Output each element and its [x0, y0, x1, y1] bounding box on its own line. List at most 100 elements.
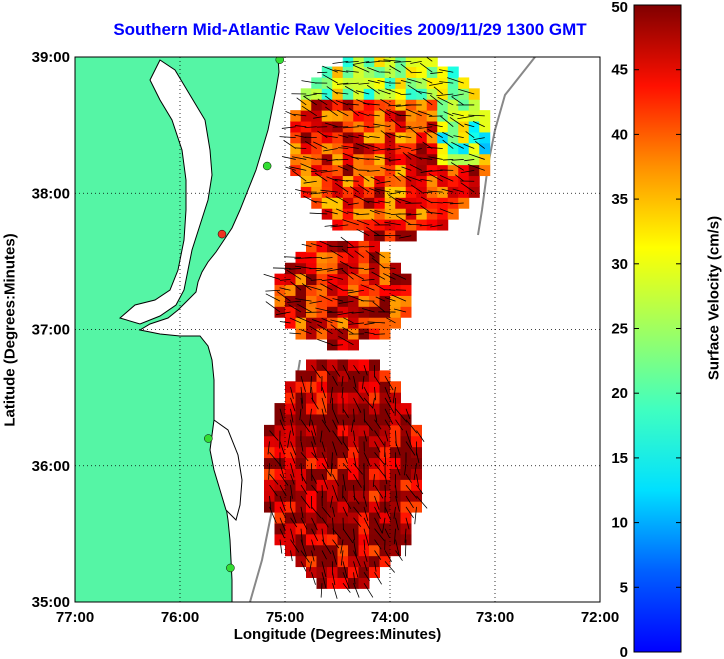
velocity-arrow	[374, 441, 381, 453]
heat-cell	[306, 435, 317, 448]
x-tick-label: 75:00	[266, 609, 304, 626]
heat-cell	[358, 381, 370, 393]
velocity-arrow	[371, 271, 386, 280]
heat-cell	[379, 273, 391, 286]
velocity-arrow	[374, 539, 382, 550]
velocity-arrow	[353, 386, 365, 402]
velocity-arrow	[332, 419, 338, 430]
velocity-arrow	[367, 169, 380, 172]
velocity-arrow	[353, 550, 361, 567]
velocity-arrow	[269, 495, 272, 510]
heat-cell	[306, 328, 317, 340]
velocity-arrow	[334, 92, 349, 95]
velocity-arrow	[321, 452, 329, 468]
velocity-arrow	[384, 297, 396, 302]
heat-cell	[327, 435, 338, 448]
velocity-arrow	[395, 419, 404, 431]
colorbar-tick-label: 25	[611, 321, 628, 338]
velocity-arrow	[279, 408, 284, 422]
velocity-arrow	[300, 441, 304, 452]
velocity-arrow	[400, 63, 412, 73]
velocity-arrow	[267, 441, 270, 455]
velocity-arrow	[367, 67, 380, 73]
heat-cell	[327, 490, 338, 502]
velocity-arrow	[294, 134, 307, 139]
heat-cell	[358, 435, 370, 448]
velocity-arrow	[382, 266, 396, 269]
velocity-arrow	[332, 517, 335, 535]
velocity-arrow	[332, 473, 340, 487]
velocity-arrow	[395, 463, 401, 476]
velocity-arrow	[296, 97, 307, 106]
velocity-arrow	[321, 474, 329, 490]
velocity-arrow	[320, 169, 338, 173]
velocity-arrow	[472, 120, 485, 128]
velocity-arrow	[348, 135, 359, 139]
velocity-arrow	[338, 134, 349, 139]
velocity-arrow	[279, 419, 285, 431]
heat-cell	[316, 306, 328, 318]
heat-cell	[295, 490, 307, 502]
velocity-arrow	[388, 159, 401, 161]
velocity-arrow	[345, 60, 359, 63]
velocity-arrow	[304, 284, 323, 291]
heat-cell	[306, 490, 317, 502]
velocity-arrow	[269, 484, 278, 497]
velocity-arrow	[279, 441, 285, 455]
velocity-arrow	[353, 539, 357, 557]
velocity-arrow	[405, 408, 411, 420]
velocity-arrow	[290, 539, 300, 553]
heat-cell	[416, 57, 428, 68]
bay-water	[118, 59, 213, 325]
velocity-arrow	[342, 219, 359, 226]
velocity-arrow	[285, 110, 296, 117]
velocity-arrow	[276, 291, 291, 302]
heat-cell	[390, 273, 401, 286]
heat-cell	[274, 490, 286, 502]
velocity-arrow	[384, 386, 392, 403]
velocity-arrow	[363, 495, 367, 507]
velocity-arrow	[372, 301, 386, 313]
velocity-arrow	[374, 156, 391, 160]
velocity-arrow	[355, 90, 370, 95]
velocity-arrow	[321, 517, 329, 528]
velocity-arrow	[332, 583, 338, 599]
velocity-arrow	[304, 136, 317, 139]
heat-cell	[369, 381, 380, 393]
velocity-arrow	[281, 156, 296, 160]
velocity-arrow	[268, 463, 270, 480]
velocity-arrow	[374, 463, 386, 477]
velocity-arrow	[358, 134, 370, 139]
velocity-arrow	[393, 506, 396, 519]
velocity-arrow	[311, 539, 315, 551]
velocity-arrow	[353, 473, 362, 488]
velocity-arrow	[378, 200, 391, 204]
velocity-arrow	[332, 60, 349, 64]
velocity-arrow	[309, 191, 328, 195]
velocity-arrow	[463, 143, 475, 149]
velocity-arrow	[314, 172, 328, 182]
velocity-arrow	[416, 495, 428, 509]
velocity-arrow	[381, 517, 386, 534]
velocity-arrow	[301, 105, 317, 117]
heat-cell	[390, 435, 401, 448]
velocity-arrow	[317, 130, 328, 138]
chart-title: Southern Mid-Atlantic Raw Velocities 200…	[113, 20, 587, 39]
velocity-arrow	[290, 419, 294, 436]
velocity-arrow	[290, 281, 302, 291]
velocity-arrow	[290, 408, 294, 423]
velocity-arrow	[342, 572, 350, 589]
velocity-arrow	[342, 452, 348, 464]
velocity-arrow	[367, 126, 380, 128]
heat-cell	[400, 490, 412, 502]
velocity-arrow	[300, 561, 307, 572]
grid-lines	[75, 57, 600, 602]
velocity-arrow	[289, 332, 302, 335]
station-marker	[217, 229, 227, 239]
velocity-arrow	[310, 376, 312, 394]
velocity-arrow	[340, 539, 344, 554]
velocity-arrow	[269, 430, 279, 441]
velocity-arrow	[353, 430, 356, 442]
velocity-arrow	[335, 208, 349, 215]
velocity-arrow	[332, 506, 336, 517]
